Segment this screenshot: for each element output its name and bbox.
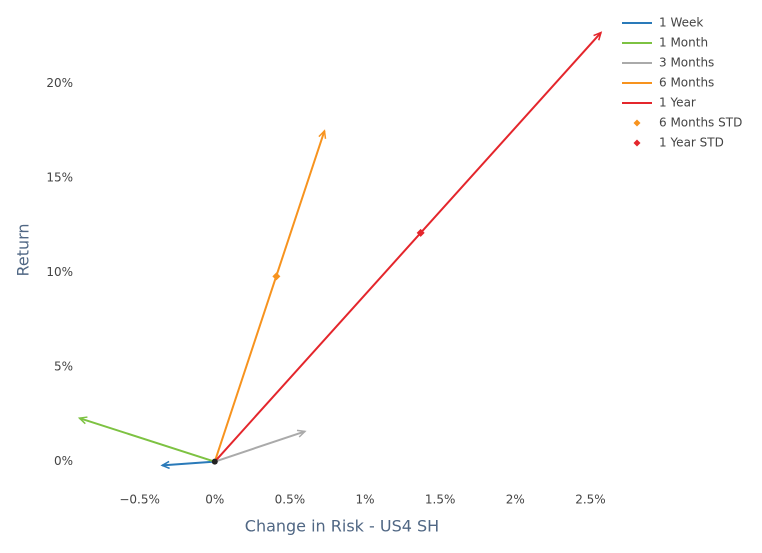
x-tick-label: 1% xyxy=(356,493,375,507)
legend-label: 1 Month xyxy=(659,36,708,50)
y-tick-label: 10% xyxy=(46,265,73,279)
arrowhead xyxy=(77,416,88,425)
x-tick-label: 1.5% xyxy=(425,493,456,507)
y-tick-label: 0% xyxy=(54,454,73,468)
marker xyxy=(272,272,281,281)
x-tick-label: 0.5% xyxy=(275,493,306,507)
legend-symbol xyxy=(633,139,641,147)
line xyxy=(79,417,216,463)
legend-label: 3 Months xyxy=(659,56,714,70)
legend-label: 6 Months xyxy=(659,76,714,90)
marker xyxy=(416,228,425,237)
line xyxy=(214,430,306,463)
legend-label: 1 Year xyxy=(659,96,696,110)
x-tick-label: −0.5% xyxy=(119,493,160,507)
x-axis-title: Change in Risk - US4 SH xyxy=(245,517,439,536)
line xyxy=(213,130,326,462)
y-tick-label: 15% xyxy=(46,171,73,185)
arrowhead xyxy=(318,129,327,139)
arrowhead xyxy=(160,460,170,470)
legend-label: 6 Months STD xyxy=(659,116,742,130)
line xyxy=(162,460,215,467)
x-tick-label: 0% xyxy=(205,493,224,507)
line xyxy=(214,31,602,463)
legend-symbol xyxy=(633,119,641,127)
x-tick-label: 2% xyxy=(506,493,525,507)
arrowhead xyxy=(593,31,603,41)
arrowhead xyxy=(296,429,307,438)
origin-dot xyxy=(211,458,218,465)
y-axis-title: Return xyxy=(14,223,33,276)
legend-label: 1 Year STD xyxy=(659,136,724,150)
legend-label: 1 Week xyxy=(659,16,703,30)
y-tick-label: 5% xyxy=(54,360,73,374)
x-tick-label: 2.5% xyxy=(575,493,606,507)
y-tick-label: 20% xyxy=(46,76,73,90)
